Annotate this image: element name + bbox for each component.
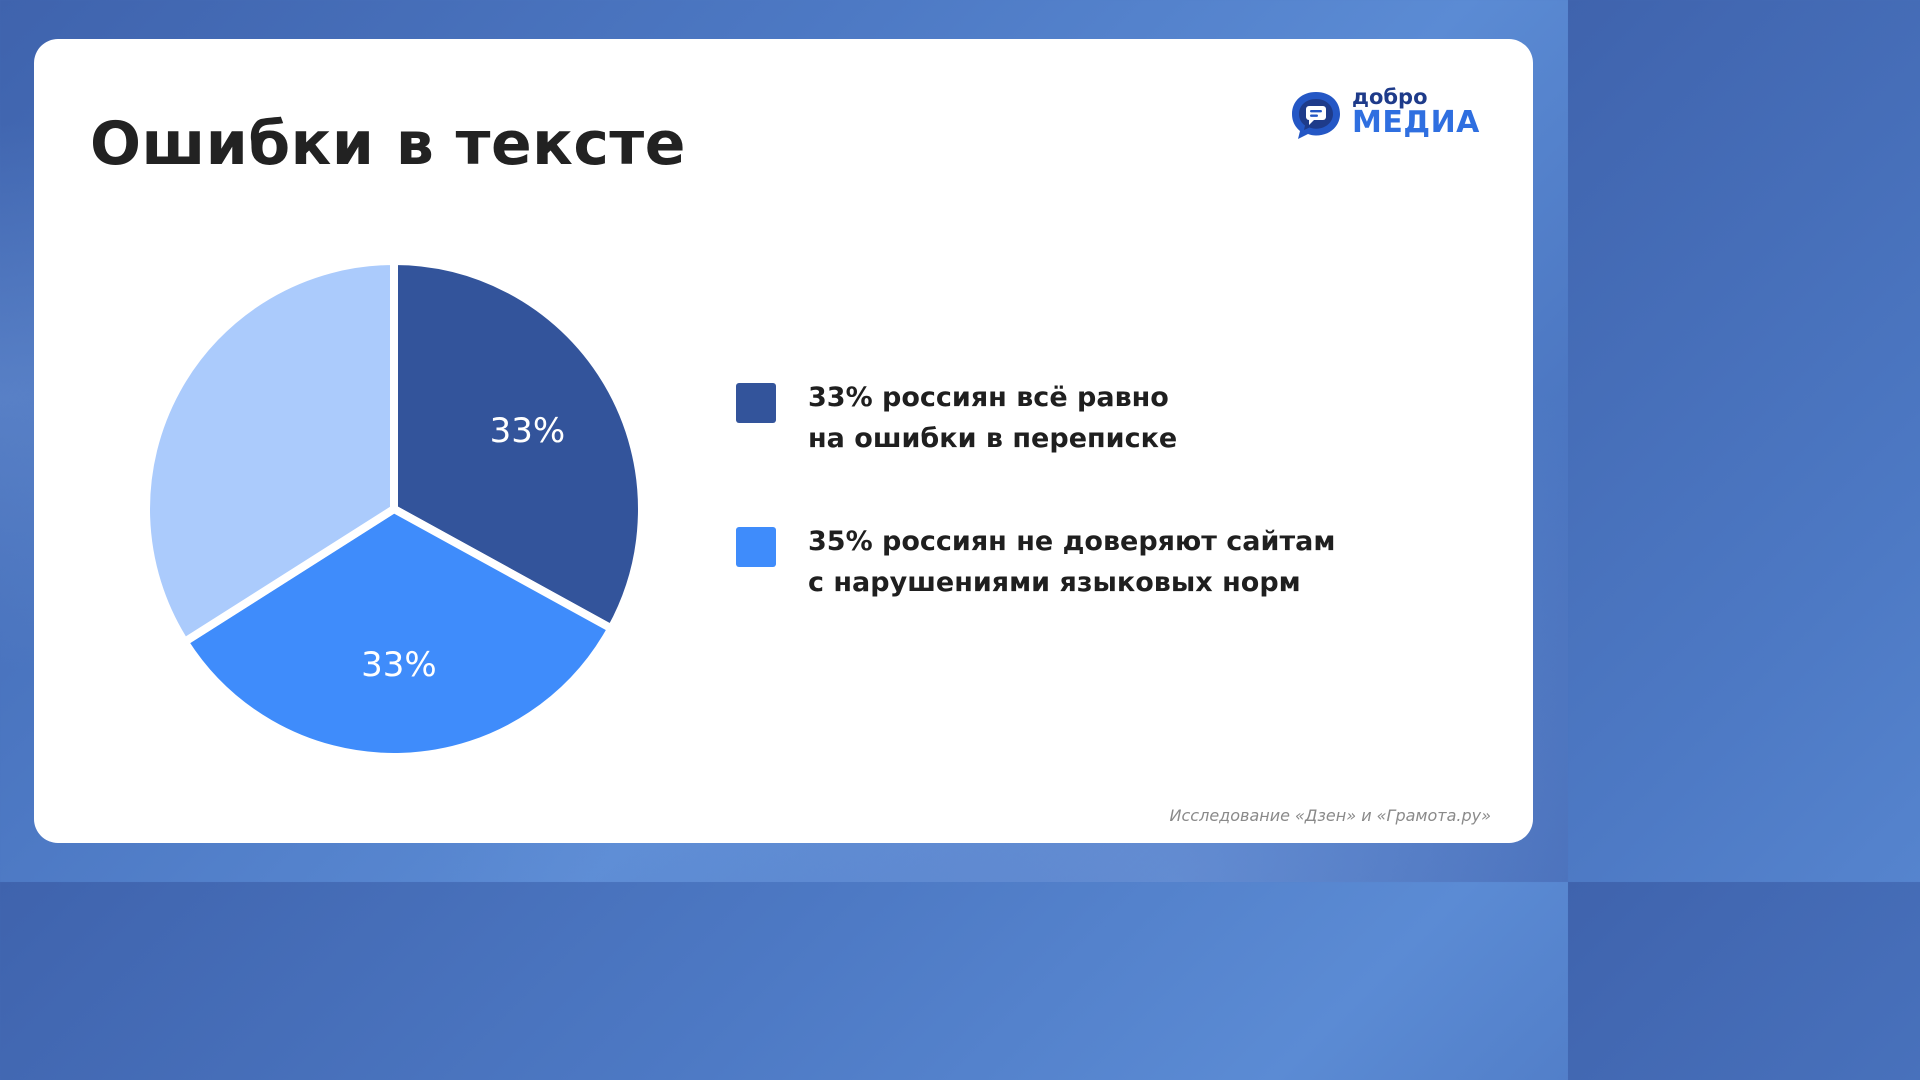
legend-line: на ошибки в переписке [808,423,1178,454]
dobro-media-logo: добро МЕДИА [1290,85,1500,145]
legend-swatch-dark [736,383,776,423]
pie-chart: 33% 33% [142,257,646,761]
legend-text: 33% россиян всё равно на ошибки в перепи… [808,377,1476,459]
legend-line: с нарушениями языковых норм [808,567,1301,598]
pie-slice-label-2: 33% [361,645,437,685]
slide-title: Ошибки в тексте [90,109,686,179]
source-note: Исследование «Дзен» и «Грамота.ру» [1169,806,1491,825]
slide-card: Ошибки в тексте добро МЕДИА 33% 33% 33% р… [34,39,1533,843]
legend-text: 35% россиян не доверяют сайтам с нарушен… [808,521,1476,603]
legend-item-distrust: 35% россиян не доверяют сайтам с нарушен… [736,521,1476,603]
speech-bubble-icon [1292,92,1340,139]
legend-line: 35% россиян не доверяют сайтам [808,526,1336,557]
legend-item-indifferent: 33% россиян всё равно на ошибки в перепи… [736,377,1476,459]
logo-word-dobro: добро [1352,85,1428,109]
pie-slice-label-1: 33% [490,411,566,451]
legend-line: 33% россиян всё равно [808,382,1169,413]
pie-slice-2 [180,505,616,761]
chart-legend: 33% россиян всё равно на ошибки в перепи… [736,377,1476,603]
pie-slice-3 [142,257,398,646]
logo-word-media: МЕДИА [1352,105,1480,140]
pie-slices [142,257,646,761]
pie-slice-1 [390,257,646,633]
legend-swatch-bright [736,527,776,567]
pie-labels: 33% 33% [361,411,565,685]
